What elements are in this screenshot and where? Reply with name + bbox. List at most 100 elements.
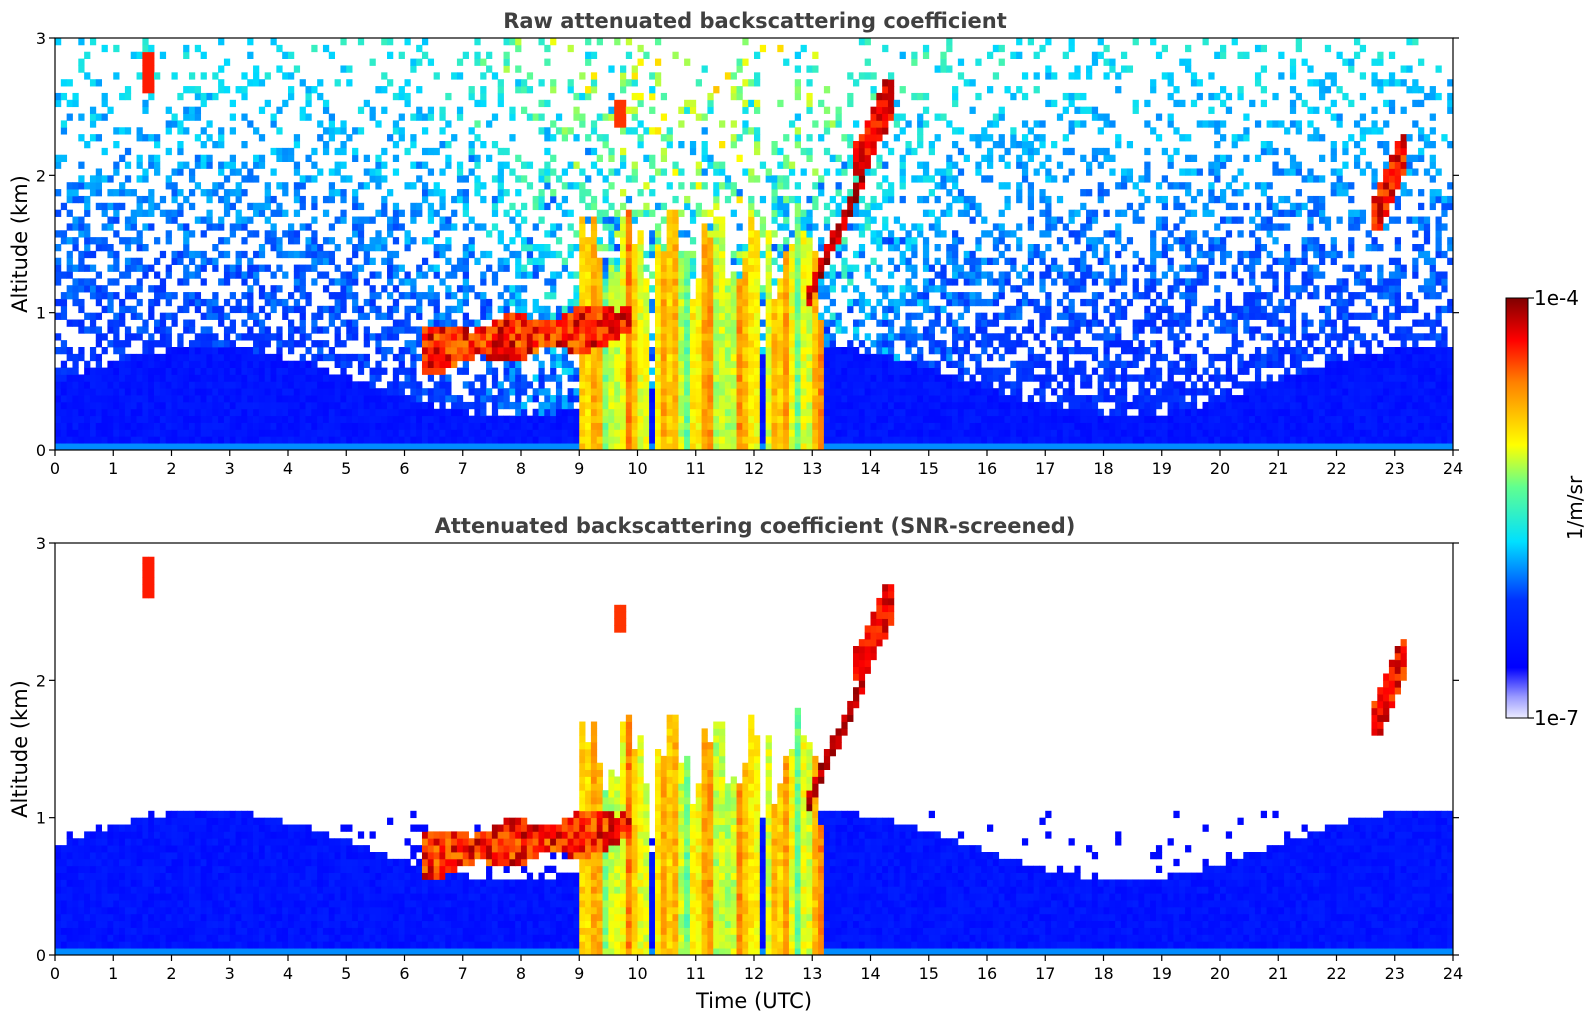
heatmap-cell [142,51,149,59]
heatmap-cell [212,422,219,430]
heatmap-cell [887,408,895,417]
heatmap-cell [887,195,895,204]
heatmap-cell [241,92,248,101]
heatmap-cell [410,134,417,142]
heatmap-cell [247,216,254,224]
heatmap-cell [334,168,341,176]
heatmap-cell [346,134,353,142]
heatmap-cell [84,436,91,444]
heatmap-cell [625,415,633,423]
heatmap-cell [794,326,801,334]
heatmap-cell [684,257,691,265]
heatmap-cell [620,353,627,362]
heatmap-cell [666,374,673,382]
heatmap-cell [340,305,347,314]
heatmap-cell [503,312,510,320]
heatmap-cell [701,237,708,245]
heatmap-cell [684,305,691,314]
heatmap-cell [695,305,702,314]
heatmap-cell [474,257,481,265]
heatmap-cell [643,443,650,451]
heatmap-cell [917,415,924,423]
heatmap-cell [788,422,796,430]
heatmap-cell [299,312,306,320]
heatmap-cell [113,340,120,348]
heatmap-cell [678,374,685,382]
heatmap-cell [864,443,871,451]
heatmap-cell [532,202,539,211]
heatmap-cell [183,401,190,410]
heatmap-cell [491,415,499,423]
heatmap-cell [456,189,464,197]
heatmap-cell [340,209,347,217]
heatmap-cell [369,415,376,423]
heatmap-cell [561,333,569,341]
heatmap-cell [311,367,318,375]
heatmap-cell [218,168,225,176]
heatmap-cell [89,285,97,293]
heatmap-cell [515,189,522,197]
heatmap-cell [689,395,697,403]
heatmap-cell [101,381,108,389]
heatmap-cell [643,408,650,417]
heatmap-cell [124,367,132,375]
heatmap-cell [404,147,411,156]
heatmap-cell [736,401,743,410]
heatmap-cell [159,195,167,204]
heatmap-cell [922,305,930,314]
heatmap-cell [649,189,656,197]
heatmap-cell [666,408,673,417]
heatmap-cell [724,408,732,417]
heatmap-cell [346,388,353,396]
heatmap-cell [643,298,650,307]
heatmap-cell [66,250,73,259]
heatmap-cell [666,230,673,238]
heatmap-cell [416,264,423,272]
heatmap-cell [637,58,644,66]
heatmap-cell [643,353,650,362]
heatmap-cell [841,161,848,169]
heatmap-cell [858,319,866,327]
heatmap-cell [241,72,248,80]
heatmap-cell [905,257,912,265]
heatmap-cell [585,381,592,389]
heatmap-cell [340,141,347,149]
heatmap-cell [445,443,452,451]
heatmap-cell [788,285,796,293]
heatmap-cell [206,134,213,142]
heatmap-cell [223,443,231,451]
heatmap-cell [183,44,190,53]
heatmap-cell [620,120,627,128]
heatmap-cell [276,353,283,362]
heatmap-cell [928,415,935,423]
heatmap-cell [66,257,73,265]
heatmap-cell [532,333,539,341]
heatmap-cell [864,360,871,368]
heatmap-cell [823,285,831,293]
heatmap-cell [317,347,324,355]
heatmap-cell [107,250,114,259]
heatmap-cell [451,134,458,142]
heatmap-cell [375,120,382,128]
heatmap-cell [864,436,871,444]
heatmap-cell [649,415,656,423]
heatmap-cell [550,347,557,355]
heatmap-cell [666,127,673,135]
heatmap-cell [241,237,248,245]
heatmap-cell [293,388,301,396]
heatmap-cell [183,127,190,135]
heatmap-cell [905,360,912,368]
heatmap-cell [812,305,819,314]
heatmap-cell [462,244,469,252]
heatmap-cell [468,237,475,245]
heatmap-cell [719,353,726,362]
heatmap-cell [724,415,732,423]
heatmap-cell [672,223,679,231]
heatmap-cell [299,305,306,314]
heatmap-cell [876,353,883,362]
heatmap-cell [864,422,871,430]
heatmap-cell [223,401,231,410]
heatmap-cell [783,271,790,279]
heatmap-cell [398,51,405,59]
heatmap-cell [742,360,749,368]
